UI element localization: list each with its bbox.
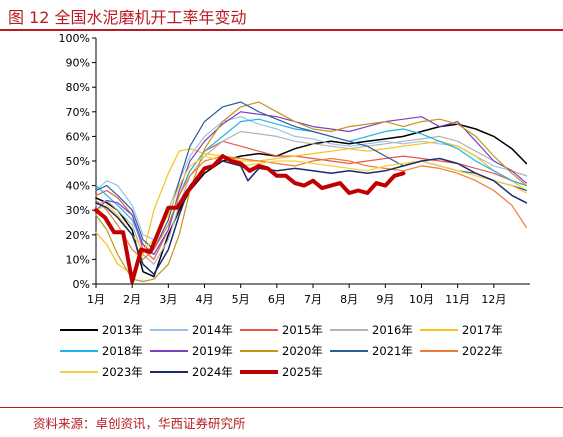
y-tick-label: 100% [59, 32, 90, 45]
legend-label: 2014年 [192, 323, 233, 337]
legend-label: 2019年 [192, 344, 233, 358]
y-tick-label: 10% [66, 253, 90, 266]
legend-label: 2023年 [102, 365, 143, 379]
chart-legend: 2013年 2014年 2015年 2016年 2017年 2018年 2019年 2020年… [60, 323, 503, 379]
legend-label: 2018年 [102, 344, 143, 358]
y-tick-label: 0% [73, 278, 90, 291]
title-rule [0, 29, 563, 31]
x-tick-label: 5月 [232, 293, 250, 306]
line-chart: 0% 10% 20% 30% 40% 50% 60% 70% 80% 90% 100% 1月 2月 3月 4… [59, 32, 530, 379]
x-tick-label: 1月 [87, 293, 105, 306]
legend-label: 2015年 [282, 323, 323, 337]
x-tick-label: 6月 [268, 293, 286, 306]
series-line-2022年 [95, 155, 528, 260]
series-line-2020年 [95, 101, 528, 283]
y-tick-label: 90% [66, 57, 90, 70]
y-tick-label: 70% [66, 106, 90, 119]
series-line-2018年 [95, 118, 528, 256]
x-tick-label: 7月 [304, 293, 322, 306]
y-tick-label: 50% [66, 155, 90, 168]
chart-series [94, 101, 528, 284]
legend-label: 2020年 [282, 344, 323, 358]
legend-label: 2022年 [462, 344, 503, 358]
legend-label: 2025年 [282, 365, 323, 379]
y-tick-label: 20% [66, 229, 90, 242]
series-line-2023年 [95, 155, 528, 251]
y-tick-label: 80% [66, 81, 90, 94]
series-line-2024年 [95, 157, 528, 275]
legend-label: 2021年 [372, 344, 413, 358]
legend-label: 2024年 [192, 365, 233, 379]
y-tick-label: 30% [66, 204, 90, 217]
series-line-2015年 [95, 140, 528, 260]
series-line-2014年 [95, 116, 528, 241]
page-title: 图 12 全国水泥磨机开工率年变动 [8, 8, 247, 27]
chart-axes: 0% 10% 20% 30% 40% 50% 60% 70% 80% 90% 100% 1月 2月 3月 4… [59, 32, 530, 306]
x-tick-label: 10月 [409, 293, 434, 306]
x-tick-label: 9月 [376, 293, 394, 306]
series-line-2017年 [95, 140, 528, 275]
series-line-2025年 [94, 154, 406, 284]
legend-label: 2017年 [462, 323, 503, 337]
x-tick-label: 11月 [445, 293, 470, 306]
x-tick-label: 8月 [340, 293, 358, 306]
legend-label: 2013年 [102, 323, 143, 337]
x-tick-label: 12月 [481, 293, 506, 306]
x-tick-label: 2月 [123, 293, 141, 306]
x-tick-label: 4月 [196, 293, 214, 306]
source-rule [0, 407, 563, 408]
y-tick-label: 40% [66, 180, 90, 193]
legend-label: 2016年 [372, 323, 413, 337]
source-note: 资料来源：卓创资讯，华西证券研究所 [33, 416, 246, 431]
series-line-2013年 [95, 123, 528, 278]
y-tick-label: 60% [66, 130, 90, 143]
series-line-2016年 [95, 130, 528, 265]
x-tick-label: 3月 [159, 293, 177, 306]
